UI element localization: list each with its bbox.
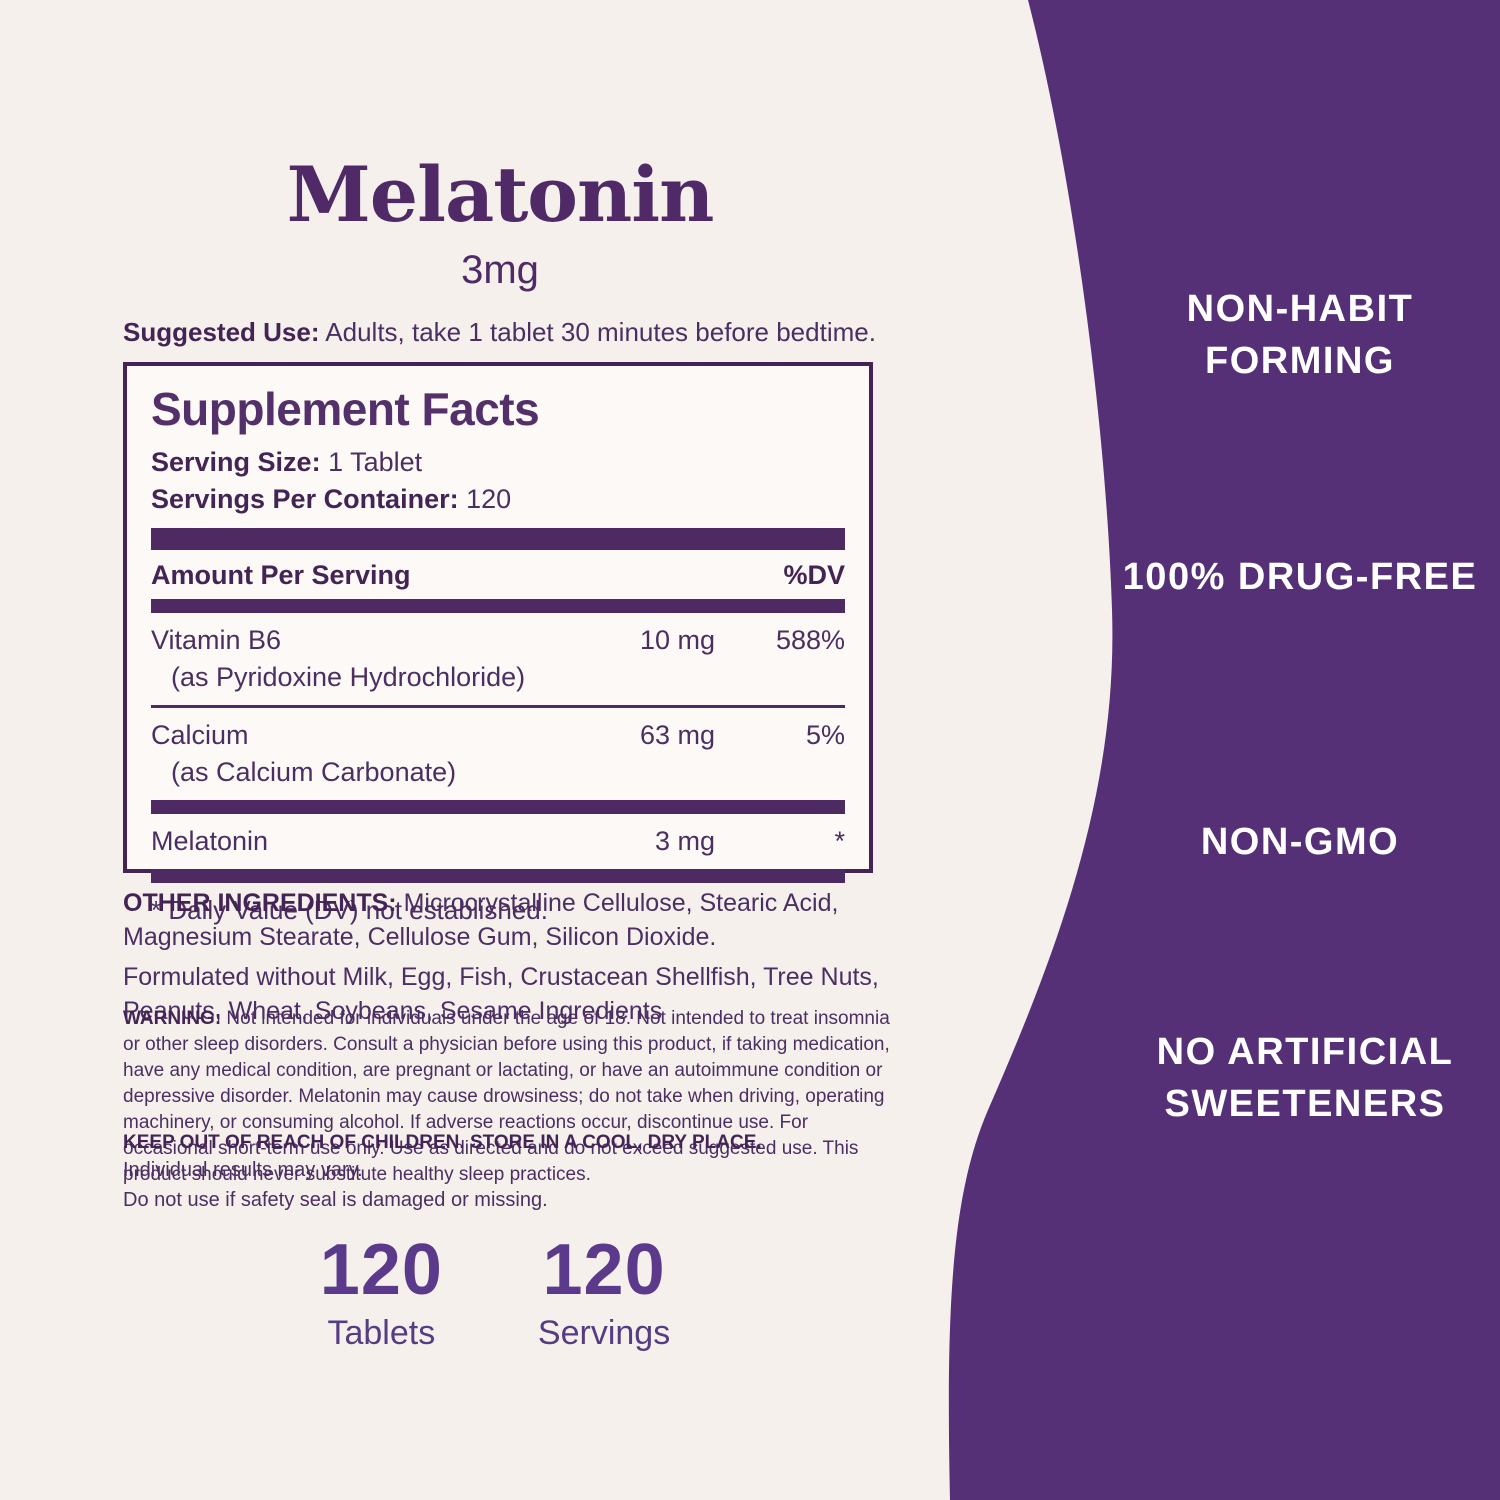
suggested-use-label: Suggested Use: xyxy=(123,317,320,347)
divider-medium xyxy=(151,599,845,613)
header-spacer xyxy=(565,560,715,591)
divider-thin xyxy=(151,705,845,708)
row-dv: * xyxy=(834,826,845,856)
facts-table-header: Amount Per Serving %DV xyxy=(151,550,845,599)
servings-per-container-label: Servings Per Container: xyxy=(151,484,459,514)
row-amount: 10 mg xyxy=(639,625,715,655)
product-title: Melatonin xyxy=(286,150,715,239)
row-name: Calcium xyxy=(151,720,249,750)
product-dosage: 3mg xyxy=(461,248,539,292)
row-detail: (as Pyridoxine Hydrochloride) xyxy=(171,662,526,692)
header-dv: %DV xyxy=(783,560,845,590)
serving-size-value: 1 Tablet xyxy=(320,447,423,477)
header-amount-per-serving: Amount Per Serving xyxy=(151,560,411,590)
other-ingredients-label: OTHER INGREDIENTS: xyxy=(123,889,397,917)
safety-seal-notice: Do not use if safety seal is damaged or … xyxy=(123,1189,548,1211)
serving-size-line: Serving Size: 1 Tablet xyxy=(151,444,845,481)
tablet-count: 120 Tablets xyxy=(320,1232,443,1353)
divider-thick xyxy=(151,528,845,550)
serving-count-unit: Servings xyxy=(537,1314,671,1352)
dv-footnote: * Daily Value (DV) not established. xyxy=(151,895,548,925)
servings-per-container-value: 120 xyxy=(458,484,512,514)
warning: WARNING: Not intended for individuals un… xyxy=(123,1006,901,1188)
claim-no-artificial-sweeteners: NO ARTIFICIAL SWEETENERS xyxy=(1156,1031,1454,1125)
row-dv: 5% xyxy=(805,720,845,750)
warning-label: WARNING: xyxy=(123,1008,222,1029)
suggested-use: Suggested Use: Adults, take 1 tablet 30 … xyxy=(123,317,903,348)
servings-per-container-line: Servings Per Container: 120 xyxy=(151,481,845,518)
row-dv: 588% xyxy=(775,625,845,655)
results-may-vary: Individual results may vary. xyxy=(123,1159,363,1181)
serving-count-number: 120 xyxy=(542,1230,666,1310)
supplement-facts-title: Supplement Facts xyxy=(151,383,540,435)
row-name: Melatonin xyxy=(151,826,269,856)
serving-count: 120 Servings xyxy=(538,1232,670,1353)
claim-non-gmo: NON-GMO xyxy=(1200,821,1400,863)
table-row-calcium: Calcium 63 mg 5% xyxy=(151,708,845,757)
count-badges: 120 Tablets 120 Servings xyxy=(0,1232,990,1353)
claim-drug-free: 100% DRUG-FREE xyxy=(1122,556,1478,598)
other-ingredients-text: Microcrystalline Cellulose, Stearic Acid… xyxy=(123,889,839,951)
row-name: Vitamin B6 xyxy=(151,625,282,655)
divider-medium xyxy=(151,800,845,814)
row-amount: 3 mg xyxy=(654,826,715,856)
serving-size-label: Serving Size: xyxy=(151,447,321,477)
table-row-vitamin-b6: Vitamin B6 10 mg 588% xyxy=(151,613,845,662)
tablet-count-unit: Tablets xyxy=(327,1314,436,1352)
table-row-melatonin: Melatonin 3 mg * xyxy=(151,814,845,863)
suggested-use-text: Adults, take 1 tablet 30 minutes before … xyxy=(319,317,876,347)
row-amount: 63 mg xyxy=(639,720,715,750)
warning-text: Not intended for individuals under the a… xyxy=(123,1008,890,1185)
claim-non-habit-forming: NON-HABIT FORMING xyxy=(1186,288,1414,382)
keep-out-of-reach: KEEP OUT OF REACH OF CHILDREN. STORE IN … xyxy=(123,1132,762,1153)
tablet-count-number: 120 xyxy=(319,1230,443,1310)
formulated-without: Formulated without Milk, Egg, Fish, Crus… xyxy=(123,963,879,1025)
other-ingredients: OTHER INGREDIENTS: Microcrystalline Cell… xyxy=(123,886,901,954)
row-detail: (as Calcium Carbonate) xyxy=(171,757,457,787)
supplement-facts-panel: Supplement Facts Serving Size: 1 Tablet … xyxy=(123,362,873,925)
divider-medium xyxy=(151,869,845,883)
